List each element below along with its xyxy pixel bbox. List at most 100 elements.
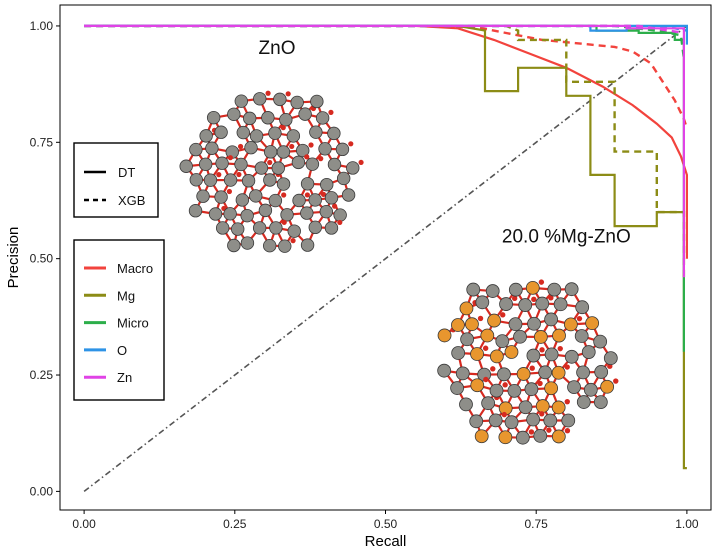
zn-atom: [214, 125, 228, 139]
zn-atom: [223, 207, 237, 221]
o-atom: [281, 219, 287, 225]
zn-atom: [437, 363, 452, 378]
series-line-zn-xgb: [84, 24, 685, 35]
zn-atom: [227, 238, 241, 253]
o-atom: [318, 156, 324, 162]
legend-box: [73, 142, 159, 218]
o-atom: [237, 143, 244, 150]
zn-atom: [535, 296, 550, 311]
series-lines: [84, 24, 689, 470]
o-atom: [320, 191, 327, 197]
zn-atom: [460, 332, 475, 347]
o-atom: [290, 238, 296, 244]
zn-atom: [450, 381, 465, 395]
zn-atom: [455, 366, 470, 381]
series-line-macro-xgb: [84, 24, 689, 129]
zn-atom: [271, 161, 285, 175]
o-atom: [280, 125, 286, 131]
o-atom: [285, 91, 291, 97]
o-atom: [348, 141, 354, 147]
mg-atom: [552, 328, 566, 343]
zn-atom: [286, 129, 301, 143]
zn-atom: [215, 156, 229, 170]
zn-atom: [300, 177, 315, 191]
zn-atom: [485, 284, 500, 298]
mg-atom: [504, 345, 519, 359]
zn-atom: [236, 125, 250, 140]
x-tick-label: 0.75: [525, 517, 549, 531]
zn-atom: [581, 345, 596, 359]
zn-atom: [203, 173, 218, 187]
o-atom: [236, 171, 242, 178]
mg-atom: [489, 349, 504, 364]
mg-atom: [535, 399, 550, 413]
zn-atom: [249, 189, 263, 203]
o-atom: [564, 364, 570, 370]
zn-atom: [254, 161, 269, 175]
zn-atom: [544, 347, 559, 362]
zn-atom: [243, 111, 257, 126]
mg-atom: [544, 381, 559, 396]
mg-zno-cluster-image: [437, 279, 619, 445]
zn-atom: [188, 204, 203, 218]
o-atom: [337, 219, 343, 226]
o-atom: [613, 378, 619, 384]
legend-label: DT: [118, 165, 135, 180]
zn-atom: [198, 157, 213, 171]
zn-atom: [469, 414, 484, 429]
y-tick-label: 0.50: [30, 252, 54, 266]
zn-atom: [327, 126, 341, 141]
zn-atom: [287, 224, 301, 238]
zn-atom: [276, 145, 291, 159]
zn-atom: [244, 140, 258, 155]
o-atom: [500, 312, 506, 318]
zn-atom: [309, 125, 323, 139]
y-axis: 0.00 0.25 0.50 0.75 1.00: [30, 19, 60, 498]
o-atom: [490, 366, 496, 372]
zn-atom: [263, 173, 277, 187]
zn-atom: [189, 142, 203, 157]
series-line-macro-dt: [84, 24, 689, 259]
zn-atom: [249, 129, 264, 143]
zn-atom: [518, 298, 533, 312]
zn-atom: [263, 238, 277, 253]
zn-atom: [300, 206, 314, 220]
zn-atom: [310, 94, 324, 109]
zn-atom: [489, 383, 504, 398]
mg-atom: [525, 280, 540, 295]
zn-atom: [179, 159, 193, 173]
reference-line: [83, 25, 688, 493]
zn-atom: [268, 126, 282, 140]
legend-label: Macro: [117, 261, 153, 276]
zn-atom: [576, 395, 591, 409]
zn-atom: [227, 107, 241, 121]
zn-atom: [527, 316, 541, 331]
zn-atom: [518, 400, 533, 415]
mg-atom: [498, 430, 513, 445]
zn-atom: [459, 397, 473, 412]
zno-cluster-image: [179, 90, 364, 253]
zn-atom: [526, 412, 541, 427]
zn-atom: [333, 208, 347, 222]
zn-atom: [488, 413, 503, 428]
o-atom: [483, 376, 489, 383]
o-atom: [289, 143, 295, 150]
zn-atom: [508, 282, 523, 297]
zn-atom: [341, 188, 356, 202]
zn-atom: [508, 317, 523, 332]
zn-atom: [324, 221, 339, 235]
zn-atom: [253, 92, 267, 106]
zn-atom: [346, 161, 360, 175]
zn-atom: [308, 193, 322, 207]
zn-atom: [504, 415, 519, 430]
mg-atom: [551, 365, 566, 380]
zn-atom: [507, 383, 522, 398]
o-atom: [546, 427, 552, 433]
annotations: ZnO 20.0 %Mg-ZnO: [259, 38, 631, 248]
zn-atom: [497, 367, 511, 382]
zn-atom: [319, 204, 333, 219]
zn-atom: [475, 295, 490, 310]
zn-atom: [263, 145, 278, 159]
y-tick-label: 0.75: [30, 135, 54, 149]
o-atom: [576, 315, 583, 322]
